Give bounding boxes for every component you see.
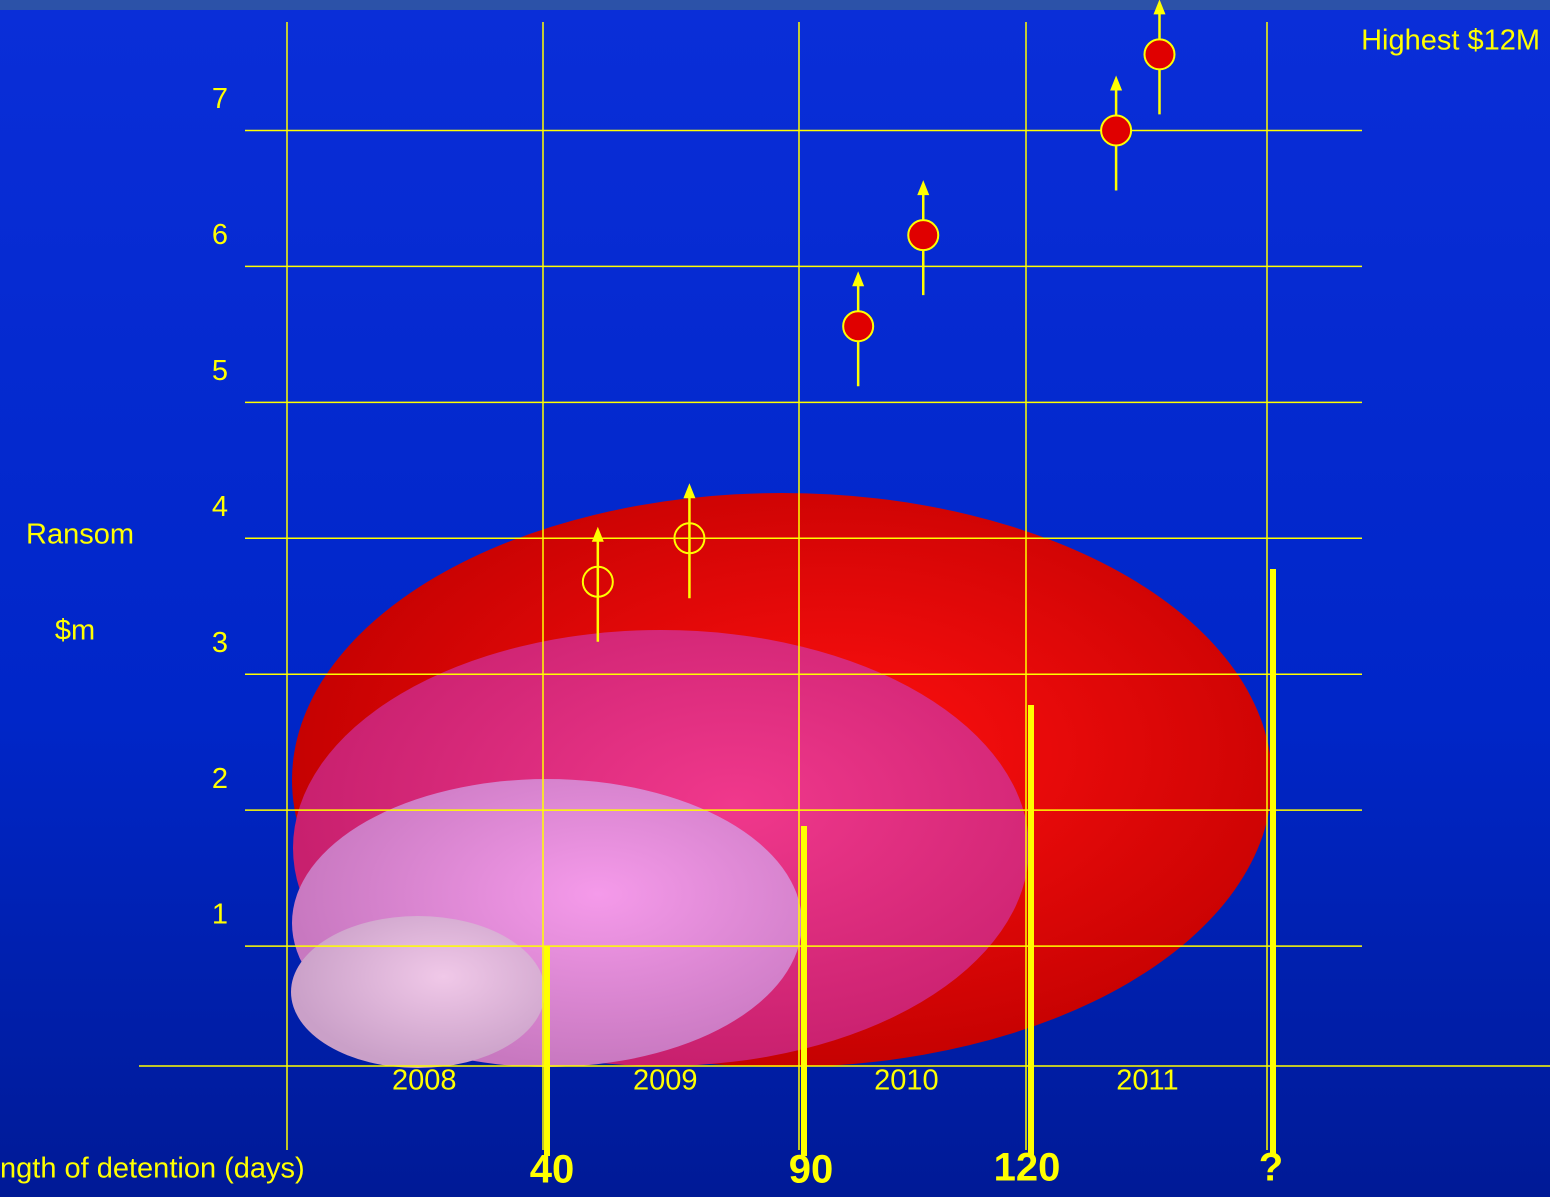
point bbox=[673, 522, 706, 555]
arrow-head bbox=[683, 483, 696, 499]
point bbox=[1100, 114, 1133, 147]
point bbox=[842, 310, 875, 343]
x-tick-label: 2009 bbox=[633, 1065, 698, 1097]
arrow-head bbox=[591, 526, 604, 542]
y-axis-label: Ransom bbox=[26, 519, 134, 551]
bubble bbox=[291, 916, 545, 1068]
detention-bar bbox=[544, 946, 550, 1156]
y-axis-unit: $m bbox=[55, 615, 95, 647]
y-tick-label: 4 bbox=[212, 491, 228, 523]
x-tick-label: 2011 bbox=[1116, 1065, 1178, 1097]
detention-bar bbox=[1028, 705, 1034, 1156]
detention-bar bbox=[1270, 569, 1276, 1156]
detention-label: 40 bbox=[530, 1148, 575, 1192]
x-tick-label: 2010 bbox=[874, 1065, 939, 1097]
arrow-head bbox=[917, 180, 930, 196]
point bbox=[907, 219, 940, 252]
arrow-head bbox=[852, 271, 865, 287]
vertical-grid bbox=[139, 22, 1550, 1150]
annotation: Highest $12M bbox=[1361, 25, 1540, 57]
y-tick-label: 2 bbox=[212, 763, 228, 795]
y-tick-label: 1 bbox=[212, 899, 228, 931]
arrow-head bbox=[1110, 75, 1123, 91]
y-tick-label: 7 bbox=[212, 83, 228, 115]
arrow-head bbox=[1153, 0, 1166, 15]
detention-label: 90 bbox=[789, 1148, 834, 1192]
y-tick-label: 6 bbox=[212, 219, 228, 251]
detention-label: ? bbox=[1259, 1146, 1283, 1190]
y-tick-label: 5 bbox=[212, 355, 228, 387]
detention-bar bbox=[801, 826, 807, 1156]
detention-label: 120 bbox=[994, 1146, 1061, 1190]
x-axis-label: ngth of detention (days) bbox=[0, 1153, 305, 1185]
top-strip bbox=[0, 0, 1550, 10]
point bbox=[581, 565, 614, 598]
detention-bars bbox=[544, 569, 1276, 1156]
x-tick-label: 2008 bbox=[392, 1065, 457, 1097]
point bbox=[1143, 38, 1176, 71]
y-tick-label: 3 bbox=[212, 627, 228, 659]
